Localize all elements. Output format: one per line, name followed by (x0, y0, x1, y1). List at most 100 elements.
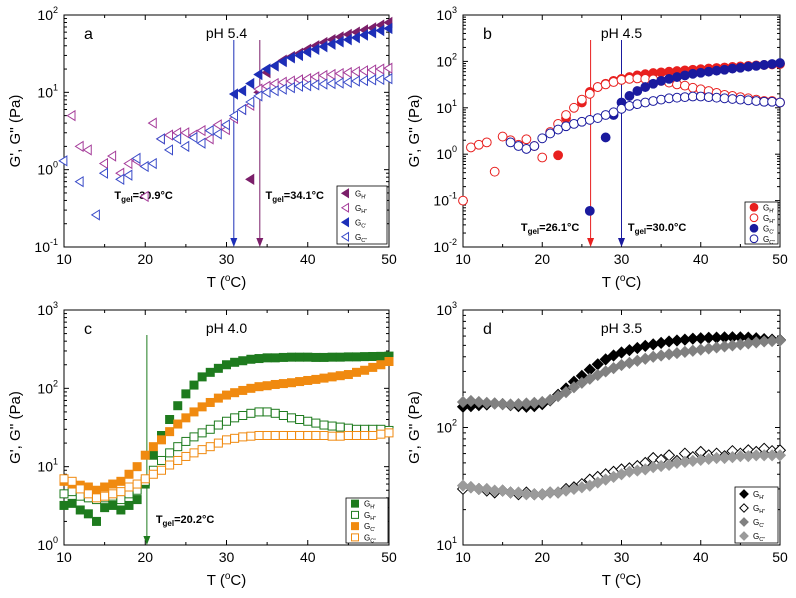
data-point (180, 140, 190, 153)
legend: GH'GH''GC'GC'' (734, 486, 779, 544)
data-point (100, 503, 110, 513)
data-point (59, 489, 69, 499)
data-point (319, 373, 329, 383)
y-tick-label: 100 (37, 535, 58, 553)
data-point (687, 68, 698, 79)
data-point (116, 487, 126, 497)
legend-entry: GC'' (364, 533, 376, 544)
data-point (480, 482, 493, 496)
legend-entry: GH' (364, 500, 375, 511)
data-point (230, 413, 240, 423)
legend-marker (340, 188, 350, 199)
data-point (75, 505, 85, 515)
data-point (173, 442, 183, 452)
data-point (123, 157, 133, 170)
data-point (488, 484, 501, 497)
data-point (278, 379, 288, 389)
data-point (303, 416, 313, 426)
data-point (293, 80, 304, 92)
data-point (67, 498, 77, 508)
data-point (295, 352, 305, 362)
data-point (343, 352, 353, 362)
y-axis-label: G', G'' (Pa) (7, 95, 24, 168)
x-tick-label: 50 (381, 549, 397, 565)
data-point (367, 74, 377, 86)
data-point (599, 353, 612, 366)
data-point (213, 363, 223, 373)
data-point (318, 69, 328, 82)
data-point (139, 190, 149, 203)
data-point (155, 133, 165, 145)
data-point (521, 134, 532, 145)
x-tick-label: 40 (693, 251, 709, 267)
data-point (204, 124, 214, 137)
data-point (632, 99, 643, 110)
data-point (270, 379, 280, 389)
data-point (165, 427, 175, 437)
data-point (303, 430, 313, 440)
x-tick-label: 40 (693, 549, 709, 565)
data-point (496, 398, 509, 411)
data-point (303, 352, 313, 362)
data-point (358, 74, 369, 87)
data-point (383, 22, 393, 35)
data-point (245, 173, 255, 186)
data-point (367, 64, 377, 76)
data-point (189, 448, 199, 458)
x-axis-label: T (oC) (602, 273, 641, 291)
data-point (181, 413, 191, 423)
data-point (230, 357, 240, 367)
tgel-label: Tgel=30.9°C (114, 190, 173, 204)
data-point (350, 65, 360, 78)
data-point (100, 482, 110, 492)
data-point (775, 58, 785, 68)
data-point (205, 397, 215, 407)
panel-label: b (483, 26, 492, 43)
data-point (254, 354, 264, 364)
data-point (254, 430, 264, 440)
data-point (544, 486, 557, 499)
series-GC' (584, 58, 785, 216)
tgel-arrow-head (143, 536, 151, 545)
data-point (553, 150, 563, 161)
legend-entry: GH' (753, 490, 764, 501)
panel-label: c (84, 321, 92, 338)
x-tick-label: 10 (56, 549, 72, 565)
data-point (537, 133, 548, 144)
data-point (205, 442, 215, 452)
data-point (74, 140, 84, 153)
data-point (285, 52, 295, 64)
data-point (505, 137, 516, 148)
data-point (529, 141, 540, 151)
data-point (376, 351, 386, 361)
legend: GH'GH''GC'GC'' (744, 201, 779, 246)
series-GC' (456, 334, 787, 411)
x-tick-label: 50 (772, 549, 788, 565)
data-point (188, 131, 198, 144)
data-point (222, 435, 231, 445)
data-point (327, 421, 337, 431)
data-point (342, 76, 352, 88)
data-point (334, 77, 344, 89)
data-point (67, 476, 77, 486)
legend-entry: GC' (763, 224, 774, 235)
data-point (376, 360, 386, 370)
panel-label: d (483, 321, 492, 338)
data-point (163, 144, 174, 156)
panel-c: 10 20 30 40 50 100 101 102 103 T (oC) G', G'' (Pa)… (7, 300, 397, 589)
data-point (375, 24, 385, 37)
data-point (310, 71, 320, 83)
data-point (375, 73, 385, 86)
data-point (157, 435, 166, 445)
data-point (205, 367, 215, 377)
data-point (270, 353, 280, 363)
data-point (220, 119, 230, 131)
data-point (334, 67, 344, 80)
legend-entry: GH'' (364, 511, 376, 522)
data-point (710, 451, 723, 465)
legend: GH'GH''GC'GC'' (336, 185, 388, 245)
data-point (310, 79, 320, 91)
data-point (189, 380, 199, 390)
data-point (350, 75, 360, 87)
data-point (262, 381, 272, 391)
